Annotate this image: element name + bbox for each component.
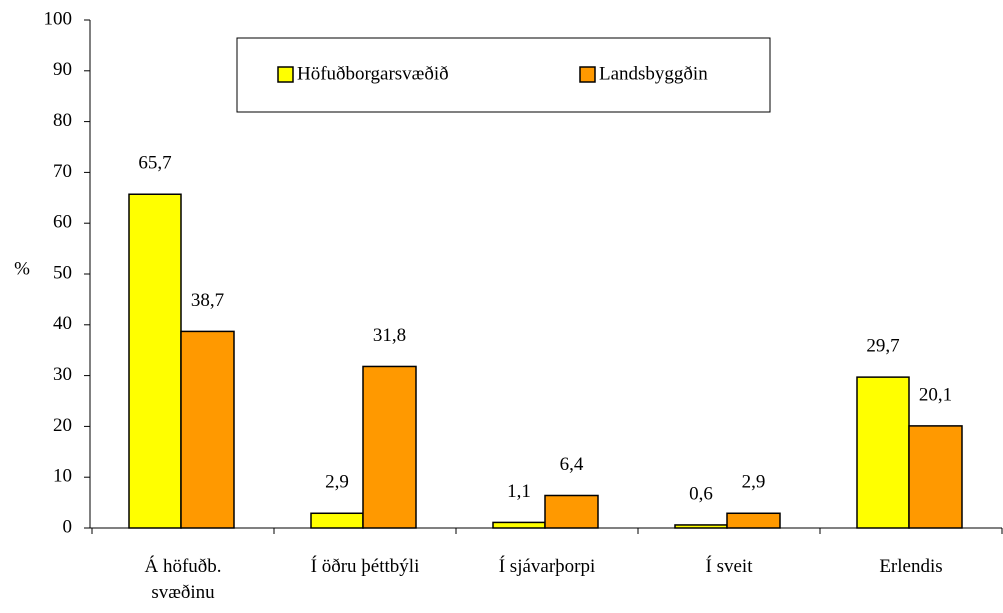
- x-tick-label: Í sjávarþorpi: [498, 556, 596, 577]
- x-tick-label: Erlendis: [879, 556, 943, 577]
- bar: [726, 512, 781, 529]
- legend-swatch: [277, 66, 294, 83]
- y-tick-label: 40: [53, 313, 72, 334]
- bar: [492, 521, 546, 529]
- y-tick-label: 90: [53, 59, 72, 80]
- value-label: 65,7: [138, 153, 171, 174]
- y-tick-label: 10: [53, 466, 72, 487]
- y-tick-label: 0: [63, 516, 73, 537]
- bar: [544, 494, 599, 529]
- y-axis-label: %: [14, 258, 30, 279]
- y-tick-label: 80: [53, 110, 72, 131]
- value-label: 6,4: [560, 454, 584, 475]
- legend-label: Höfuðborgarsvæðið: [297, 63, 449, 84]
- bar: [180, 330, 235, 529]
- y-tick-label: 100: [44, 8, 73, 29]
- x-tick-label: Í öðru þéttbýli: [310, 556, 420, 577]
- legend-box: [236, 37, 771, 113]
- bar: [856, 376, 910, 529]
- legend-swatch: [579, 66, 596, 83]
- bar: [310, 512, 364, 529]
- value-label: 2,9: [742, 472, 766, 493]
- x-tick-label: Í sveit: [705, 556, 753, 577]
- y-tick-label: 60: [53, 212, 72, 233]
- legend-label: Landsbyggðin: [599, 63, 708, 84]
- value-label: 0,6: [689, 483, 713, 504]
- y-tick-label: 20: [53, 415, 72, 436]
- bar: [128, 193, 182, 529]
- value-label: 29,7: [866, 335, 899, 356]
- value-label: 38,7: [191, 290, 224, 311]
- bar: [674, 524, 728, 529]
- y-tick-label: 30: [53, 364, 72, 385]
- bar: [908, 425, 963, 529]
- x-tick-label: Á höfuðb. svæðinu: [144, 556, 222, 603]
- y-tick-label: 50: [53, 262, 72, 283]
- value-label: 1,1: [507, 481, 531, 502]
- value-label: 31,8: [373, 325, 406, 346]
- bar: [362, 365, 417, 529]
- value-label: 20,1: [919, 384, 952, 405]
- value-label: 2,9: [325, 472, 349, 493]
- y-tick-label: 70: [53, 161, 72, 182]
